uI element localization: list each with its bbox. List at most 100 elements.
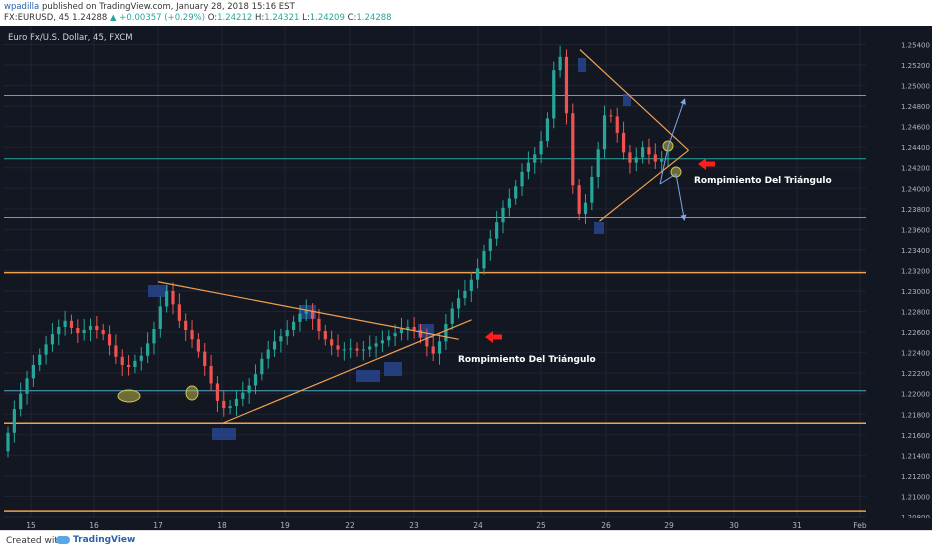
y-tick-label: 1.22800 — [901, 309, 930, 317]
candle-body — [253, 374, 258, 386]
candle-body — [247, 385, 251, 393]
x-tick-label: 23 — [409, 521, 419, 530]
candle-body — [431, 346, 435, 354]
candle-body — [25, 378, 29, 394]
candle-body — [564, 56, 569, 114]
candle-body — [38, 354, 42, 365]
candle-body — [241, 392, 245, 399]
candle-body — [609, 115, 613, 117]
candle-body — [203, 351, 207, 366]
candle-body — [469, 279, 473, 292]
candle-body — [520, 171, 524, 187]
red-arrow-left-icon — [485, 331, 502, 343]
open-value: 1.24212 — [217, 13, 253, 23]
candle-body — [666, 158, 670, 160]
candle-body — [583, 202, 588, 214]
candle-body — [456, 298, 461, 309]
candle-body — [577, 185, 581, 214]
x-tick-label: 18 — [217, 521, 227, 530]
y-tick-label: 1.23400 — [901, 247, 930, 255]
y-tick-label: 1.20800 — [901, 514, 930, 522]
tradingview-logo[interactable]: TradingView — [56, 535, 135, 545]
candle-body — [514, 186, 518, 199]
highlight-ellipse — [185, 385, 199, 401]
up-triangle-icon: ▲ — [110, 13, 117, 23]
highlight-ellipse — [670, 166, 682, 178]
candle-body — [660, 158, 664, 162]
candle-body — [628, 152, 632, 163]
highlight-box — [578, 58, 586, 72]
candle-body — [380, 340, 385, 344]
low-label: L: — [302, 13, 310, 23]
close-value: 1.24288 — [356, 13, 392, 23]
y-tick-label: 1.23200 — [901, 267, 930, 275]
candle-body — [126, 364, 131, 368]
candle-body — [228, 406, 232, 409]
candle-body — [19, 393, 23, 410]
x-tick-label: 26 — [601, 521, 611, 530]
candle-body — [165, 291, 169, 307]
candle-body — [450, 308, 454, 324]
candle-body — [120, 356, 124, 365]
y-tick-label: 1.22600 — [901, 329, 930, 337]
candle-body — [463, 291, 467, 299]
y-tick-label: 1.21600 — [901, 432, 930, 440]
candle-body — [590, 176, 594, 203]
y-tick-label: 1.25400 — [901, 41, 930, 49]
time-axis-bg — [0, 518, 932, 530]
candle-body — [501, 207, 505, 223]
candle-body — [602, 115, 607, 150]
candle-body — [177, 304, 181, 321]
candle-body — [545, 118, 550, 142]
y-tick-label: 1.22200 — [901, 370, 930, 378]
candle-body — [399, 329, 404, 334]
candle-body — [393, 333, 397, 337]
candle-body — [336, 345, 340, 350]
y-tick-label: 1.24200 — [901, 165, 930, 173]
y-tick-label: 1.23600 — [901, 226, 930, 234]
candle-body — [44, 344, 48, 355]
chart-area[interactable]: 1.249031.242881.237151.231791.220291.217… — [0, 26, 932, 530]
highlight-box — [384, 362, 402, 376]
x-tick-label: 29 — [664, 521, 674, 530]
open-label: O: — [207, 13, 218, 23]
annotation-1: Rompimiento Del Triángulo — [458, 355, 596, 365]
candle-body — [95, 325, 99, 331]
x-tick-label: 31 — [792, 521, 802, 530]
red-arrow-left-icon — [698, 158, 715, 170]
candle-body — [437, 341, 442, 354]
y-tick-label: 1.22000 — [901, 391, 930, 399]
last-price: 1.24288 — [72, 13, 108, 23]
candle-body — [476, 268, 480, 280]
y-tick-label: 1.25000 — [901, 83, 930, 91]
annotation-2: Rompimiento Del Triángulo — [694, 176, 832, 186]
candle-body — [279, 336, 283, 342]
symbol: FX:EURUSD, 45 — [4, 13, 70, 23]
y-tick-label: 1.25200 — [901, 62, 930, 70]
candle-body — [234, 398, 239, 407]
y-tick-label: 1.22400 — [901, 350, 930, 358]
candle-body — [133, 360, 137, 368]
candle-body — [6, 432, 10, 452]
candle-body — [171, 291, 175, 305]
author-link[interactable]: wpadilla — [4, 2, 40, 12]
red-arrows — [485, 158, 715, 343]
price-chart[interactable]: 1.249031.242881.237151.231791.220291.217… — [0, 26, 932, 530]
candle-body — [495, 222, 499, 239]
candle-body — [641, 147, 645, 158]
candle-body — [615, 116, 619, 133]
candle-body — [222, 400, 226, 409]
high-label: H: — [254, 13, 265, 23]
candle-body — [342, 349, 346, 351]
candle-body — [355, 348, 359, 351]
x-tick-label: 17 — [153, 521, 163, 530]
candle-body — [196, 339, 200, 352]
x-tick-label: 25 — [536, 521, 546, 530]
candle-body — [653, 154, 657, 162]
candle-body — [107, 334, 112, 346]
time-axis: 15 16 17 18 19 22 23 24 25 26 29 30 31 Feb — [0, 518, 932, 530]
candle-body — [31, 364, 35, 379]
candle-body — [412, 326, 416, 331]
x-tick-label: 24 — [473, 521, 483, 530]
price-change: +0.00357 (+0.29%) — [119, 13, 206, 23]
